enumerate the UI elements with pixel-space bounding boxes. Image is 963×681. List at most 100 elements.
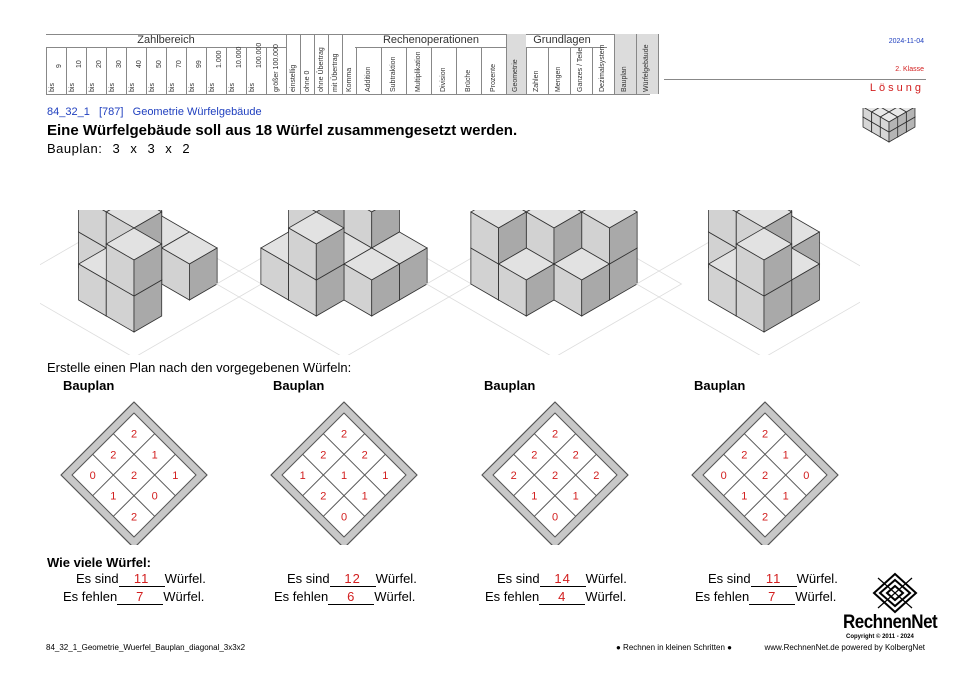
category-table: Zahlbereich Rechenoperationen Grundlagen… — [46, 34, 659, 95]
rechen-col-1: Subtraktion — [381, 47, 406, 94]
bauplan-3-cell-1-0: 2 — [531, 449, 537, 461]
stellen-col-3: mit Übertrag — [328, 34, 342, 94]
instruction: Erstelle einen Plan nach den vorgegebene… — [47, 360, 352, 375]
bauplan-3-cell-2-1: 1 — [531, 491, 537, 503]
task-topic: Geometrie Würfelgebäude — [132, 106, 262, 118]
building-2-cube-2-1-1-right — [315, 227, 345, 281]
bauplan-label: Bauplan: — [47, 141, 103, 156]
date: 2024-11-04 — [888, 38, 924, 45]
missing-value[interactable]: 7 — [749, 590, 796, 605]
missing-value[interactable]: 6 — [328, 590, 375, 605]
rechen-col-3-text-0: Division — [440, 67, 447, 92]
footer-filename: 84_32_1_Geometrie_Wuerfel_Bauplan_diagon… — [46, 643, 246, 652]
rechen-col-2-text-0: Multiplikation — [415, 51, 422, 92]
building-3-cube-2-1-0-right — [525, 263, 555, 317]
label-sind: Es sind — [708, 571, 751, 586]
count-value[interactable]: 14 — [539, 572, 586, 587]
footer-site: www.RechnenNet.de powered by KolbergNet — [764, 643, 925, 652]
bauplan-4-cell-0-2: 0 — [803, 470, 809, 482]
rechen-col-2: Multiplikation — [406, 47, 431, 94]
table-top-line — [46, 34, 650, 35]
missing-value[interactable]: 4 — [539, 590, 586, 605]
brand-name: RechnenNet — [843, 610, 938, 633]
bauplan-2-line-a1 — [302, 453, 366, 517]
label-fehlen: Es fehlen — [274, 589, 329, 604]
stellen-col-1: ohne 0 — [300, 34, 314, 94]
missing-value[interactable]: 7 — [117, 590, 164, 605]
dim-3: 2 — [182, 141, 191, 156]
bauplan-2-cell-0-2: 1 — [382, 470, 388, 482]
label-unit: Würfel. — [164, 571, 206, 586]
thumb-cube-2-2-1-right — [888, 116, 899, 133]
bauplan-1-cell-1-1: 2 — [131, 470, 137, 482]
grundlagen-col-1-text-0: Mengen — [555, 66, 562, 92]
building-1-cube-2-2-1-right — [133, 243, 163, 297]
bauplan-4-cell-2-2: 2 — [762, 511, 768, 523]
bauplan-2-cell-2-2: 0 — [341, 511, 347, 523]
stellen-col-4: Komma — [342, 34, 356, 94]
label-unit: Würfel. — [795, 589, 837, 604]
dim-1: 3 — [112, 141, 121, 156]
plan-heading-4: Bauplan — [694, 378, 746, 393]
zahlbereich-col-6-text-0: bis — [169, 83, 176, 92]
zahlbereich-col-10-text-1: 100.000 — [256, 42, 263, 68]
bauplan-4-line-b2 — [723, 433, 787, 497]
building-4 — [635, 210, 860, 355]
answer-count-4: Es sind 11 Würfel. — [708, 571, 838, 587]
count-value[interactable]: 11 — [118, 572, 165, 587]
zahlbereich-col-7-text-1: 99 — [196, 60, 203, 68]
building-2 — [215, 210, 473, 355]
grundlagen-col-3: Dezimalsystem — [592, 45, 614, 94]
zahlbereich-col-2-text-0: bis — [89, 83, 96, 92]
extra-col-1-text-0: Würfelgebäude — [643, 44, 650, 92]
zahlbereich-col-5-text-0: bis — [149, 83, 156, 92]
bauplan-2-cell-1-0: 2 — [320, 449, 326, 461]
bauplan-1-line-b1 — [112, 453, 176, 517]
cube-thumbnail-icon — [862, 108, 916, 143]
label-sind: Es sind — [76, 571, 119, 586]
footer-slogan: ● Rechnen in kleinen Schritten ● — [616, 643, 732, 652]
bauplan-1-line-a2 — [112, 433, 176, 497]
bauplan-4-cell-1-1: 2 — [762, 470, 768, 482]
zahlbereich-col-0-text-0: bis — [49, 83, 56, 92]
zahlbereich-col-1: bis 10 — [66, 47, 86, 94]
table-bottom-line — [46, 94, 650, 95]
brand-copyright: Copyright © 2011 - 2024 — [846, 634, 914, 640]
bauplan-4-cell-0-0: 2 — [762, 429, 768, 441]
stellen-col-3-text-0: mit Übertrag — [332, 53, 339, 92]
bauplan-1-cell-1-2: 0 — [152, 491, 158, 503]
grundlagen-col-0: Zahlen — [526, 47, 548, 94]
count-value[interactable]: 12 — [329, 572, 376, 587]
zahlbereich-col-0: bis 9 — [46, 47, 66, 94]
building-3 — [425, 210, 683, 355]
answer-count-1: Es sind 11 Würfel. — [76, 571, 206, 587]
zahlbereich-col-4-text-0: bis — [129, 83, 136, 92]
plan-heading-2: Bauplan — [273, 378, 325, 393]
zahlbereich-col-8: bis 1.000 — [206, 47, 226, 94]
rechen-col-3: Division — [431, 47, 456, 94]
bauplan-1-cell-1-0: 2 — [110, 449, 116, 461]
zahlbereich-col-4: bis 40 — [126, 47, 146, 94]
bauplan-4-cell-2-1: 1 — [741, 491, 747, 503]
answer-missing-4: Es fehlen 7 Würfel. — [695, 589, 836, 605]
label-unit: Würfel. — [375, 571, 417, 586]
bauplan-1-line-a1 — [92, 453, 156, 517]
label-unit: Würfel. — [796, 571, 838, 586]
bauplan-4-cell-2-0: 0 — [721, 470, 727, 482]
label-unit: Würfel. — [374, 589, 416, 604]
zahlbereich-col-8-text-0: bis — [209, 83, 216, 92]
bauplan-1-cell-0-0: 2 — [131, 429, 137, 441]
count-value[interactable]: 11 — [750, 572, 797, 587]
rechen-col-5: Prozente — [481, 47, 506, 94]
label-fehlen: Es fehlen — [695, 589, 750, 604]
zahlbereich-col-10: bis 100.000 — [246, 43, 266, 94]
zahlbereich-col-10-text-0: bis — [249, 83, 256, 92]
bauplan-1-cell-2-2: 2 — [131, 511, 137, 523]
grundlagen-col-2: Ganzes / Teile — [570, 47, 592, 94]
building-1-ground — [40, 210, 263, 355]
question: Wie viele Würfel: — [47, 555, 151, 570]
rechen-col-4: Brüche — [456, 47, 481, 94]
stellen-col-0-text-0: einstellig — [290, 64, 297, 92]
answer-count-3: Es sind 14 Würfel. — [497, 571, 627, 587]
bauplan-1-cell-2-1: 1 — [110, 491, 116, 503]
